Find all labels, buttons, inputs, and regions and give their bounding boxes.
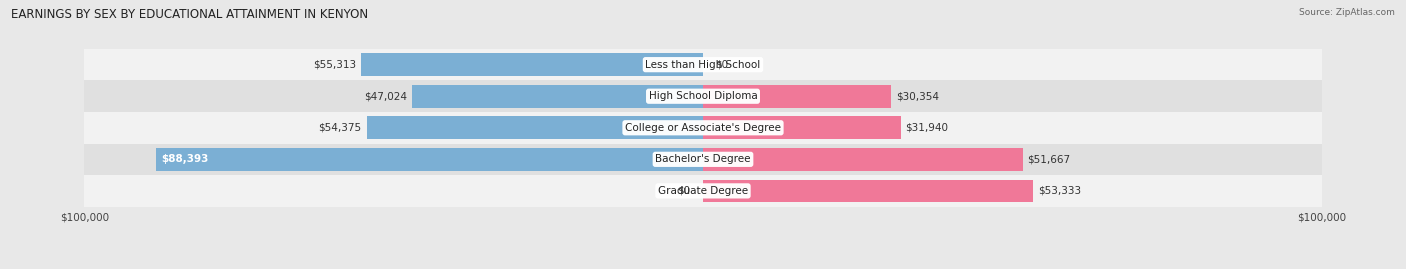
Bar xyxy=(84,144,1322,175)
Text: $0: $0 xyxy=(716,60,728,70)
Bar xyxy=(703,116,901,139)
Text: $31,940: $31,940 xyxy=(905,123,949,133)
Text: Less than High School: Less than High School xyxy=(645,60,761,70)
Text: $53,333: $53,333 xyxy=(1038,186,1081,196)
Bar xyxy=(84,175,1322,207)
Bar xyxy=(367,116,703,139)
Text: College or Associate's Degree: College or Associate's Degree xyxy=(626,123,780,133)
Text: $0: $0 xyxy=(678,186,690,196)
Text: $47,024: $47,024 xyxy=(364,91,408,101)
Text: EARNINGS BY SEX BY EDUCATIONAL ATTAINMENT IN KENYON: EARNINGS BY SEX BY EDUCATIONAL ATTAINMEN… xyxy=(11,8,368,21)
Text: $55,313: $55,313 xyxy=(312,60,356,70)
Bar xyxy=(84,49,1322,80)
Bar xyxy=(703,179,1033,202)
Text: $88,393: $88,393 xyxy=(162,154,208,164)
Bar xyxy=(412,85,703,108)
Bar xyxy=(84,80,1322,112)
Text: $54,375: $54,375 xyxy=(319,123,361,133)
Bar xyxy=(703,85,891,108)
Text: Bachelor's Degree: Bachelor's Degree xyxy=(655,154,751,164)
Text: High School Diploma: High School Diploma xyxy=(648,91,758,101)
Text: Graduate Degree: Graduate Degree xyxy=(658,186,748,196)
Text: Source: ZipAtlas.com: Source: ZipAtlas.com xyxy=(1299,8,1395,17)
Text: $30,354: $30,354 xyxy=(896,91,939,101)
Bar xyxy=(703,148,1022,171)
Bar xyxy=(361,53,703,76)
Text: $51,667: $51,667 xyxy=(1028,154,1071,164)
Bar xyxy=(156,148,703,171)
Bar xyxy=(84,112,1322,144)
